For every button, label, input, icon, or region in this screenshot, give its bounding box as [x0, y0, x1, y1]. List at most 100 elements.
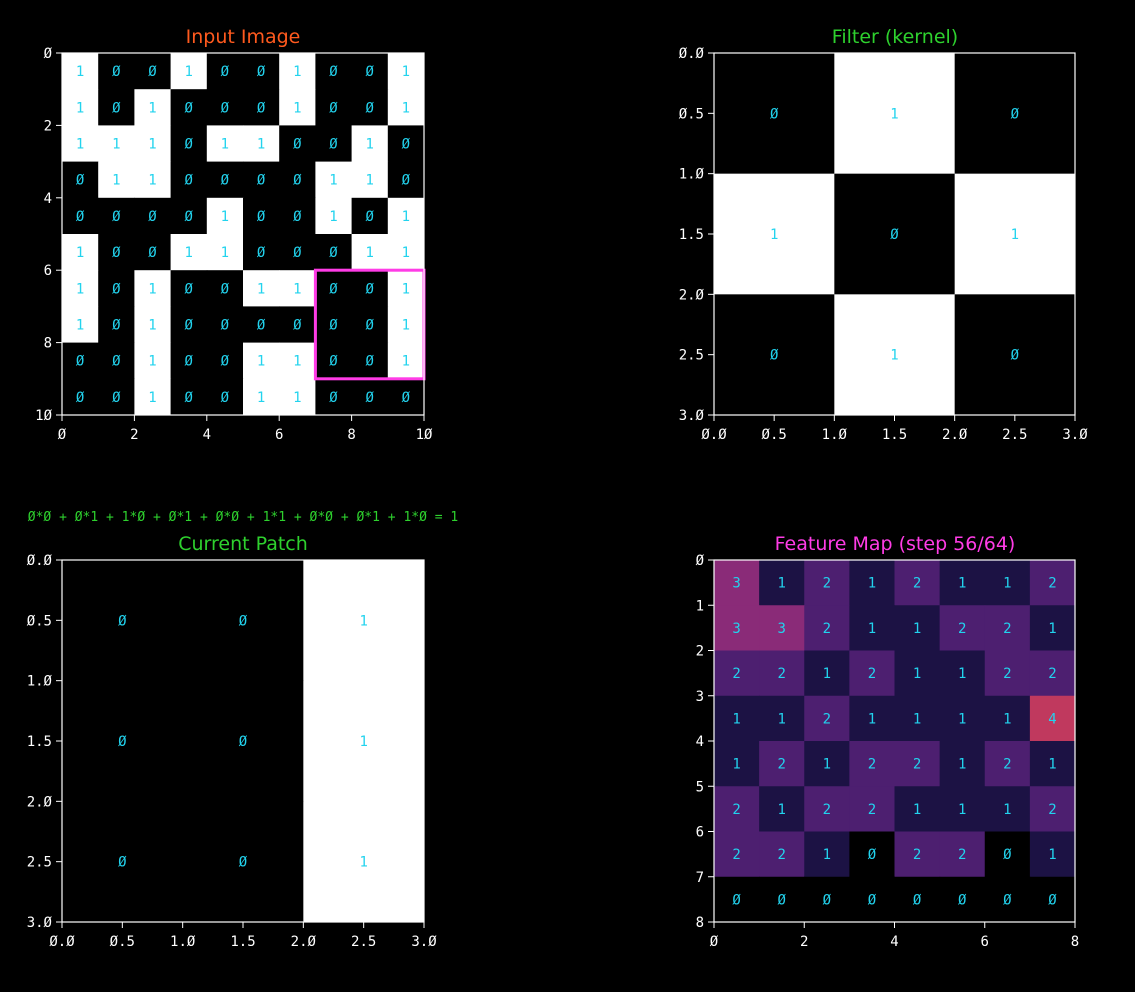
patch-ytick-label: 2.5 [27, 855, 52, 871]
input-cell-value: Ø [221, 281, 230, 297]
input-cell [206, 161, 244, 199]
feature-cell [984, 560, 1031, 606]
filter-xtick-label: 2.Ø [942, 427, 968, 443]
filter-cell [714, 53, 835, 175]
input-axes-frame [61, 52, 425, 416]
input-cell-value: Ø [293, 245, 302, 261]
input-cell-value: 1 [402, 245, 410, 261]
input-cell [134, 378, 172, 416]
input-cell [351, 125, 389, 163]
input-cell [315, 378, 353, 416]
input-cell-value: Ø [293, 137, 302, 153]
input-cell [206, 234, 244, 271]
input-cell-value: Ø [184, 209, 193, 225]
current-patch-panel: Ø*Ø + Ø*1 + 1*Ø + Ø*1 + Ø*Ø + 1*1 + Ø*Ø … [27, 510, 459, 950]
patch-cell-value: Ø [239, 734, 248, 750]
input-cell-value: Ø [365, 318, 374, 334]
feature-cell-value: 1 [1048, 847, 1056, 863]
input-cell [315, 125, 353, 163]
patch-cell-value: Ø [118, 734, 127, 750]
feature-cell [759, 650, 805, 697]
feature-cell-value: 1 [732, 711, 740, 727]
feature-cell-value: Ø [823, 892, 832, 908]
feature-cell-value: 1 [1003, 711, 1011, 727]
input-cell [62, 378, 99, 416]
feature-cell [939, 650, 986, 697]
input-cell [134, 197, 172, 235]
feature-cell [849, 876, 895, 923]
input-cell [134, 53, 172, 90]
feature-cell-value: 2 [777, 666, 785, 682]
feature-cell-value: 1 [823, 666, 831, 682]
input-cell [206, 197, 244, 235]
feature-cell-value: 2 [732, 847, 740, 863]
feature-cell [1029, 786, 1076, 832]
feature-cell [894, 560, 941, 606]
input-cell-value: 1 [76, 64, 84, 80]
input-cell [279, 53, 316, 90]
input-cell [62, 197, 99, 235]
input-ytick-label: 2 [44, 118, 52, 134]
feature-cell [759, 695, 805, 742]
input-cell-value: 1 [112, 137, 120, 153]
filter-cell [834, 294, 956, 416]
feature-cell [759, 831, 805, 878]
input-cell [98, 306, 135, 344]
feature-cell [939, 560, 986, 606]
feature-cell-value: Ø [913, 892, 922, 908]
input-cell-value: Ø [365, 209, 374, 225]
patch-cell [303, 801, 425, 923]
input-cell-value: Ø [329, 137, 338, 153]
feature-map-title: Feature Map (step 56/64) [775, 533, 1016, 555]
input-cell [206, 53, 244, 90]
input-cell [170, 378, 208, 416]
input-cell-value: Ø [112, 390, 121, 406]
input-cell-value: Ø [329, 64, 338, 80]
input-cell-value: Ø [76, 354, 85, 370]
feature-cell [759, 786, 805, 832]
input-cell-value: Ø [112, 209, 121, 225]
feature-ytick-label: 6 [696, 825, 704, 841]
input-cell [62, 306, 99, 344]
input-cell [243, 234, 280, 271]
filter-title: Filter (kernel) [832, 26, 958, 48]
filter-cell-value: Ø [770, 106, 779, 122]
input-cell [62, 125, 99, 163]
input-cell [279, 342, 316, 380]
input-cell [315, 161, 353, 199]
input-cell-value: 1 [112, 173, 120, 189]
patch-cell-value: 1 [359, 734, 367, 750]
feature-cell-value: 1 [1048, 757, 1056, 773]
feature-cell-value: 3 [732, 576, 740, 592]
feature-cell [759, 560, 805, 606]
feature-cell-value: 2 [732, 802, 740, 818]
input-cell-value: Ø [293, 318, 302, 334]
feature-cell-value: 2 [1003, 757, 1011, 773]
filter-panel: Filter (kernel) Ø 1 Ø 1 Ø 1 Ø 1 Ø Ø.Ø Ø.5 1.Ø 1.5 2.Ø… [679, 26, 1089, 443]
input-cell-value: Ø [184, 354, 193, 370]
feature-cell [804, 605, 850, 651]
feature-cell-value: 2 [823, 621, 831, 637]
feature-cell-value: 1 [958, 711, 966, 727]
input-cell [351, 270, 389, 307]
patch-cell [62, 680, 184, 802]
input-cell-value: 1 [402, 281, 410, 297]
input-cell-value: Ø [257, 209, 266, 225]
input-cell-value: 1 [76, 100, 84, 116]
filter-ytick-label: 2.5 [679, 348, 704, 364]
feature-cell [849, 786, 895, 832]
input-cell-value: 1 [257, 354, 265, 370]
input-cell [62, 342, 99, 380]
feature-cell [714, 695, 760, 742]
input-cell [62, 234, 99, 271]
feature-cell-value: 1 [913, 711, 921, 727]
input-cell [98, 53, 135, 90]
input-cell-value: 1 [365, 173, 373, 189]
input-cell-value: Ø [112, 354, 121, 370]
feature-cell-value: Ø [1003, 892, 1012, 908]
input-cell [279, 378, 316, 416]
patch-xtick-label: Ø.Ø [49, 934, 75, 950]
input-cell [315, 89, 353, 126]
input-cell-value: 1 [329, 173, 337, 189]
feature-cell-value: 2 [777, 757, 785, 773]
